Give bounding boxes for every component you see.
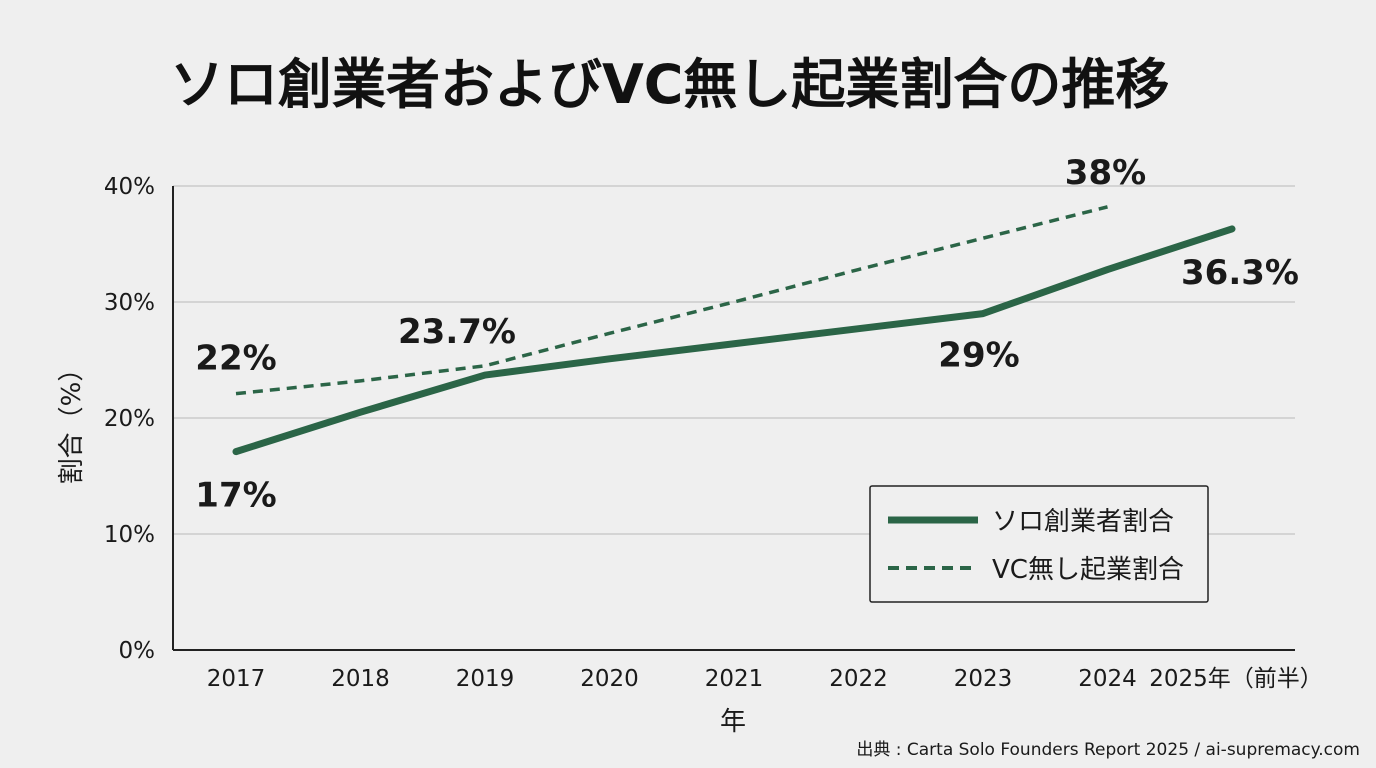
data-label: 22% [195, 339, 276, 379]
y-tick-label: 20% [104, 406, 155, 432]
y-axis-title: 割合（%） [57, 356, 87, 485]
series-lines [232, 205, 1236, 456]
y-tick-label: 30% [104, 290, 155, 316]
x-tick-label: 2025年（前半） [1149, 666, 1323, 692]
data-labels: 17% 23.7% 29% 36.3% 22% 38% [195, 153, 1299, 516]
gridlines [173, 185, 1295, 535]
legend-label-solo: ソロ創業者割合 [992, 507, 1174, 537]
legend-box [869, 485, 1209, 603]
x-tick-label: 2023 [954, 666, 1013, 692]
data-label: 29% [938, 336, 1019, 376]
series-line-0 [232, 225, 1236, 456]
data-label: 23.7% [398, 312, 516, 352]
x-tick-label: 2021 [705, 666, 764, 692]
data-label: 36.3% [1181, 253, 1299, 293]
x-tick-labels: 2017 2018 2019 2020 2021 2022 2023 2024 2025年（前半… [207, 666, 1323, 692]
x-tick-label: 2018 [331, 666, 390, 692]
y-tick-label: 40% [104, 174, 155, 200]
data-label: 17% [195, 476, 276, 516]
x-tick-label: 2022 [829, 666, 888, 692]
series-line-1 [235, 205, 1108, 396]
y-tick-label: 10% [104, 522, 155, 548]
y-tick-label: 0% [119, 638, 156, 664]
legend: ソロ創業者割合 VC無し起業割合 [869, 485, 1209, 603]
chart-title: ソロ創業者およびVC無し起業割合の推移 [170, 53, 1169, 116]
y-tick-labels: 0% 10% 20% 30% 40% [104, 174, 155, 664]
data-label: 38% [1065, 153, 1146, 193]
source-note: 出典 : Carta Solo Founders Report 2025 / a… [856, 740, 1360, 760]
x-tick-label: 2020 [580, 666, 639, 692]
x-tick-label: 2019 [456, 666, 515, 692]
legend-label-novc: VC無し起業割合 [992, 555, 1184, 585]
x-tick-label: 2017 [207, 666, 266, 692]
x-axis-title: 年 [720, 707, 746, 737]
x-tick-label: 2024 [1078, 666, 1137, 692]
